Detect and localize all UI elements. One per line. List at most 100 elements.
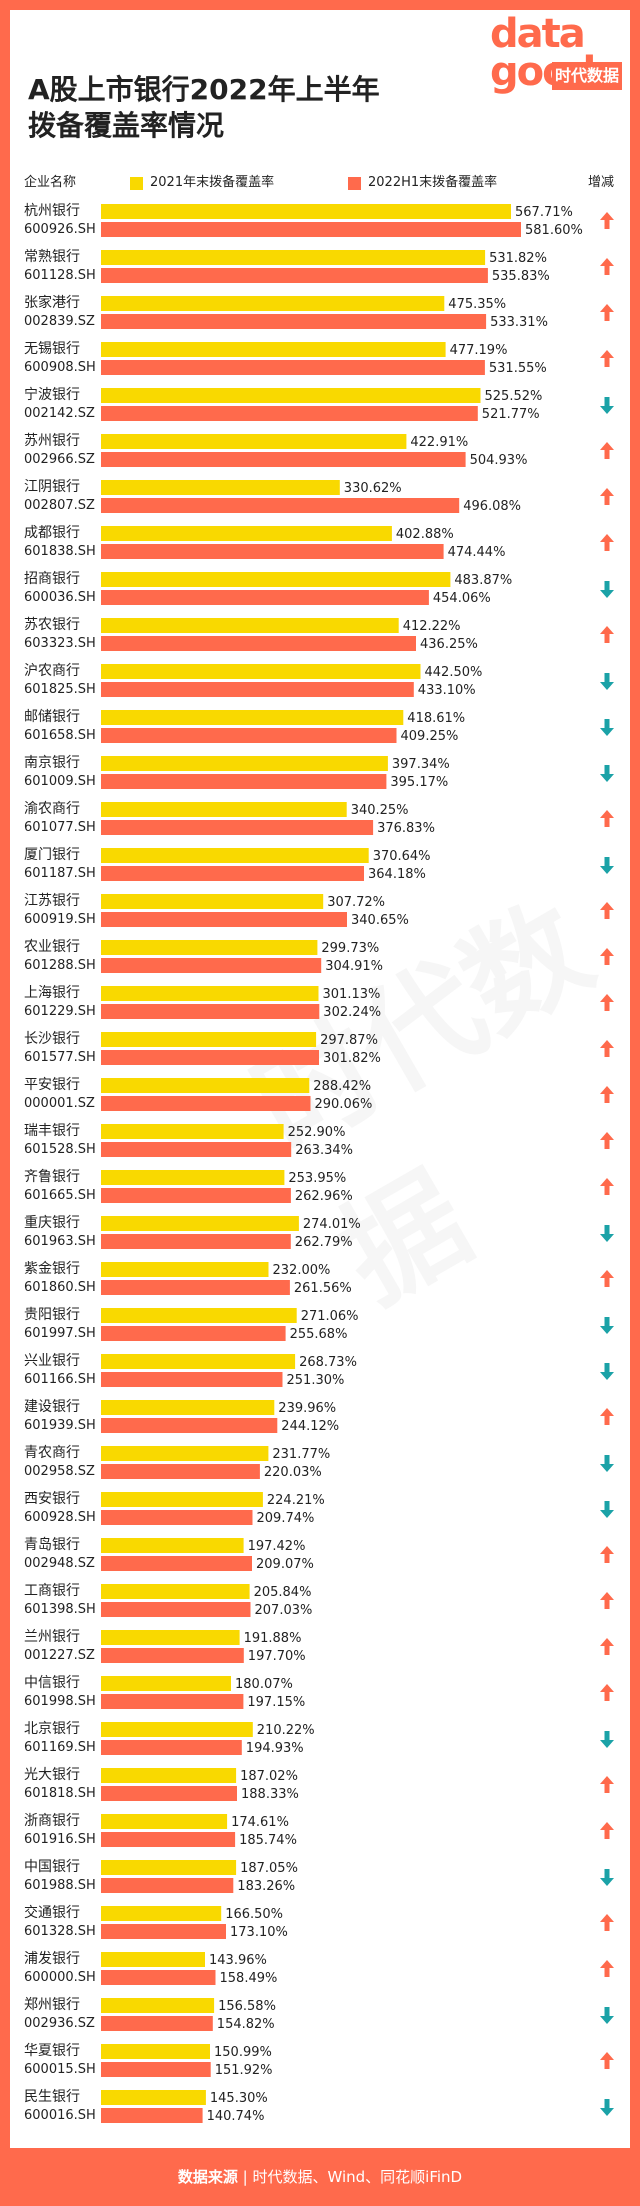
up-arrow-icon [600,1040,614,1057]
chart-title-line1: A股上市银行2022年上半年 [28,73,380,106]
bar-2021 [101,986,319,1001]
data-label-2022h1: 154.82% [217,2017,275,2032]
data-label-2021: 288.42% [313,1079,371,1094]
bank-name: 无锡银行 [24,341,80,357]
up-arrow-icon [600,442,614,459]
bar-2022h1 [101,1142,292,1157]
bar-2021 [101,342,446,357]
bank-name: 邮储银行 [24,709,80,725]
bank-code: 600908.SH [24,360,96,375]
data-label-2021: 205.84% [254,1585,312,1600]
down-arrow-icon [600,2007,614,2024]
bank-name: 招商银行 [24,571,80,587]
bank-code: 601169.SH [24,1740,96,1755]
data-label-2022h1: 376.83% [377,821,435,836]
data-label-2021: 174.61% [231,1815,289,1830]
up-arrow-icon [600,1086,614,1103]
bank-code: 002142.SZ [24,406,95,421]
bank-code: 601328.SH [24,1924,96,1939]
bank-code: 600926.SH [24,222,96,237]
datagood-logo: data good 时代数据 [490,14,624,106]
data-label-2022h1: 533.31% [490,315,548,330]
data-label-2021: 231.77% [272,1447,330,1462]
bar-2021 [101,1952,205,1967]
data-label-2021: 232.00% [273,1263,331,1278]
data-label-2022h1: 521.77% [482,407,540,422]
up-arrow-icon [600,1914,614,1931]
bank-code: 600015.SH [24,2062,96,2077]
data-label-2021: 274.01% [303,1217,361,1232]
bar-2022h1 [101,314,487,329]
data-label-2021: 483.87% [454,573,512,588]
data-label-2021: 187.02% [240,1769,298,1784]
bank-code: 601528.SH [24,1142,96,1157]
data-label-2021: 477.19% [450,343,508,358]
bar-2021 [101,1170,285,1185]
bank-name: 平安银行 [24,1077,80,1093]
data-label-2021: 252.90% [288,1125,346,1140]
bank-code: 601398.SH [24,1602,96,1617]
legend-label-2022h1: 2022H1末拨备覆盖率 [368,175,498,190]
bank-name: 光大银行 [24,1767,80,1783]
bar-2022h1 [101,268,488,283]
header-company: 企业名称 [24,175,77,190]
bank-name: 宁波银行 [24,386,80,403]
bar-2022h1 [101,866,364,881]
data-label-2022h1: 244.12% [281,1419,339,1434]
bar-2021 [101,802,347,817]
bank-name: 渝农商行 [24,801,80,817]
up-arrow-icon [600,994,614,1011]
data-label-2021: 187.05% [240,1861,298,1876]
data-label-2022h1: 151.92% [215,2063,273,2078]
bar-2022h1 [101,1280,290,1295]
bank-code: 600036.SH [24,590,96,605]
bank-code: 601577.SH [24,1050,96,1065]
bank-name: 紫金银行 [24,1261,80,1277]
bank-code: 002948.SZ [24,1556,95,1571]
bar-2021 [101,1492,263,1507]
chart-title-line2: 拨备覆盖率情况 [28,109,225,142]
bank-name: 瑞丰银行 [24,1123,80,1139]
data-label-2022h1: 158.49% [220,1971,278,1986]
data-label-2021: 156.58% [218,1999,276,2014]
down-arrow-icon [600,1869,614,1886]
bank-name: 苏州银行 [24,433,80,449]
down-arrow-icon [600,1501,614,1518]
bar-2022h1 [101,682,414,697]
down-arrow-icon [600,857,614,874]
data-label-2021: 340.25% [351,803,409,818]
bar-2022h1 [101,544,444,559]
up-arrow-icon [600,1592,614,1609]
bank-name: 浦发银行 [24,1951,80,1967]
bank-name: 青岛银行 [24,1537,80,1553]
bank-name: 杭州银行 [24,203,80,219]
bar-2021 [101,434,407,449]
bar-2021 [101,1354,296,1369]
bank-code: 002958.SZ [24,1464,95,1479]
bank-code: 601229.SH [24,1004,96,1019]
data-label-2021: 145.30% [210,2091,268,2106]
bar-2021 [101,756,388,771]
bank-code: 601658.SH [24,728,96,743]
bar-2021 [101,1400,275,1415]
bank-code: 601288.SH [24,958,96,973]
bank-name: 苏农银行 [24,617,80,633]
bank-name: 沪农商行 [24,663,80,679]
data-label-2022h1: 188.33% [241,1787,299,1802]
bank-code: 601939.SH [24,1418,96,1433]
bar-2021 [101,480,340,495]
footer: 数据来源 | 时代数据、Wind、同花顺iFinD [0,2148,640,2206]
bar-2021 [101,1676,231,1691]
bar-2022h1 [101,2108,203,2123]
data-label-2022h1: 364.18% [368,867,426,882]
bank-name: 西安银行 [24,1491,80,1507]
bank-code: 002807.SZ [24,498,95,513]
logo-text-top: data [490,11,586,57]
data-label-2021: 442.50% [425,665,483,680]
data-label-2021: 301.13% [323,987,381,1002]
up-arrow-icon [600,258,614,275]
up-arrow-icon [600,1408,614,1425]
bar-2021 [101,618,399,633]
data-label-2022h1: 581.60% [525,223,583,238]
data-label-2021: 307.72% [327,895,385,910]
